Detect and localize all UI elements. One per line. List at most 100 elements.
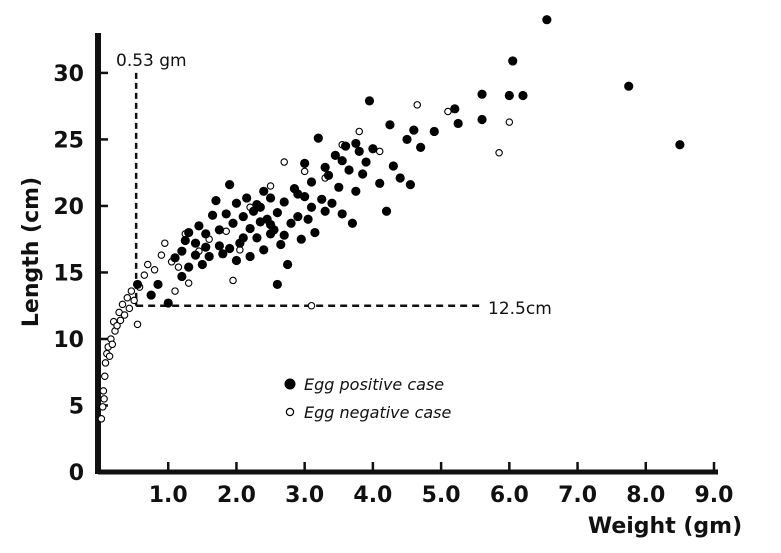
data-point-negative bbox=[171, 287, 179, 295]
x-axis-title: Weight (gm) bbox=[588, 514, 742, 539]
y-tick-label: 10 bbox=[53, 328, 84, 353]
x-tick-label: 4.0 bbox=[353, 483, 392, 508]
x-ticks: 1.0 2.0 3.0 4.0 5.0 6.0 7.0 8.0 9.0 bbox=[149, 462, 733, 508]
data-point-positive bbox=[405, 180, 416, 190]
x-tick-label: 5.0 bbox=[422, 483, 461, 508]
data-point-negative bbox=[100, 395, 108, 403]
data-point-positive bbox=[214, 241, 224, 251]
series-egg-negative bbox=[97, 101, 514, 423]
x-tick-label: 8.0 bbox=[626, 483, 665, 508]
data-point-positive bbox=[204, 251, 214, 262]
data-point-negative bbox=[229, 276, 237, 285]
data-point-positive bbox=[218, 249, 228, 259]
data-point-positive bbox=[184, 227, 194, 238]
y-tick-label: 15 bbox=[53, 261, 84, 286]
data-point-positive bbox=[231, 255, 242, 266]
data-point-negative bbox=[105, 352, 114, 361]
data-point-positive bbox=[344, 165, 354, 175]
data-point-positive bbox=[184, 262, 194, 272]
data-point-positive bbox=[303, 214, 313, 224]
data-point-positive bbox=[375, 178, 385, 188]
legend-label-negative: Egg negative case bbox=[304, 403, 452, 422]
data-point-positive bbox=[310, 227, 320, 238]
data-point-negative bbox=[97, 415, 106, 423]
data-point-positive bbox=[347, 218, 358, 228]
data-point-positive bbox=[259, 186, 269, 196]
data-point-positive bbox=[388, 161, 398, 171]
data-point-positive bbox=[450, 104, 460, 114]
data-point-positive bbox=[279, 197, 289, 207]
data-point-positive bbox=[201, 242, 211, 252]
data-point-negative bbox=[222, 227, 230, 235]
data-point-positive bbox=[395, 173, 405, 183]
data-point-positive bbox=[225, 180, 235, 190]
data-point-positive bbox=[306, 202, 317, 212]
data-point-positive bbox=[279, 230, 289, 240]
data-point-positive bbox=[337, 156, 347, 166]
data-point-positive bbox=[245, 251, 255, 262]
data-point-positive bbox=[334, 182, 344, 192]
data-point-negative bbox=[116, 316, 125, 325]
data-point-positive bbox=[518, 90, 528, 101]
data-point-negative bbox=[150, 266, 159, 274]
data-point-negative bbox=[280, 158, 288, 166]
data-point-negative bbox=[444, 107, 452, 116]
data-point-positive bbox=[132, 279, 143, 290]
data-point-positive bbox=[416, 142, 426, 153]
threshold-length-annotation: 12.5cm bbox=[488, 299, 552, 319]
data-point-positive bbox=[231, 198, 242, 208]
data-point-negative bbox=[307, 301, 316, 310]
x-tick-label: 3.0 bbox=[285, 483, 324, 508]
data-point-negative bbox=[413, 101, 421, 109]
data-point-positive bbox=[163, 298, 173, 308]
data-point-positive bbox=[385, 120, 395, 130]
data-point-positive bbox=[207, 210, 218, 220]
data-point-positive bbox=[323, 170, 334, 180]
data-point-positive bbox=[265, 219, 276, 230]
data-point-positive bbox=[201, 229, 211, 239]
data-point-positive bbox=[351, 138, 361, 149]
data-point-negative bbox=[125, 304, 134, 313]
data-point-positive bbox=[238, 233, 248, 243]
legend-label-positive: Egg positive case bbox=[304, 375, 444, 394]
data-point-positive bbox=[177, 246, 187, 256]
data-point-positive bbox=[381, 206, 392, 216]
data-point-positive bbox=[255, 202, 265, 212]
data-point-positive bbox=[214, 225, 224, 235]
data-point-negative bbox=[101, 359, 110, 367]
x-tick-label: 2.0 bbox=[217, 483, 256, 508]
data-point-negative bbox=[174, 263, 183, 271]
data-point-negative bbox=[184, 279, 193, 287]
data-point-positive bbox=[306, 177, 317, 187]
data-point-positive bbox=[453, 118, 463, 129]
data-point-positive bbox=[190, 250, 201, 260]
y-tick-label: 30 bbox=[53, 62, 84, 87]
data-point-positive bbox=[221, 209, 231, 219]
data-point-positive bbox=[272, 279, 282, 290]
data-point-positive bbox=[477, 114, 487, 125]
series-egg-positive bbox=[132, 15, 685, 308]
data-point-positive bbox=[296, 234, 306, 244]
data-point-positive bbox=[197, 259, 207, 270]
data-point-positive bbox=[542, 15, 552, 25]
threshold-weight-annotation: 0.53 gm bbox=[116, 51, 187, 71]
y-tick-label: 20 bbox=[53, 195, 84, 220]
data-point-negative bbox=[118, 300, 127, 309]
data-point-positive bbox=[238, 211, 248, 222]
data-point-positive bbox=[177, 271, 187, 282]
data-point-positive bbox=[190, 238, 201, 248]
data-point-positive bbox=[477, 89, 487, 99]
data-point-positive bbox=[170, 253, 180, 263]
data-point-negative bbox=[144, 260, 152, 269]
data-point-positive bbox=[259, 245, 269, 255]
data-point-positive bbox=[402, 134, 412, 145]
data-point-positive bbox=[300, 158, 310, 168]
y-ticks: 0 5 10 15 20 25 30 bbox=[53, 62, 108, 486]
y-axis-title: Length (cm) bbox=[19, 177, 44, 327]
y-tick-label: 0 bbox=[69, 461, 84, 486]
data-point-negative bbox=[355, 127, 363, 136]
data-point-negative bbox=[130, 296, 138, 305]
data-point-positive bbox=[354, 146, 364, 156]
data-point-negative bbox=[300, 167, 309, 176]
